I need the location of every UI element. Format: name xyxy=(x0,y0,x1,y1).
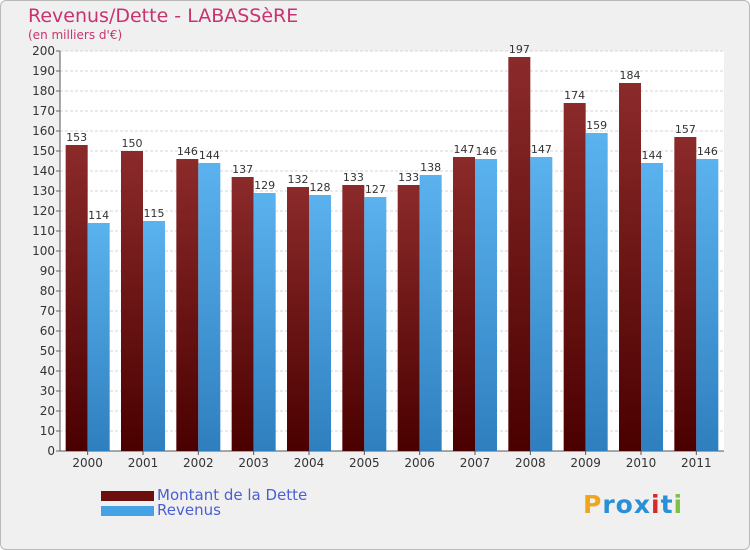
logo-letter: r xyxy=(602,490,616,519)
data-label-revenus: 128 xyxy=(310,181,331,194)
bar-revenus xyxy=(143,221,165,451)
y-tick-label: 130 xyxy=(32,184,55,198)
x-tick-label: 2000 xyxy=(72,456,103,470)
y-tick-label: 90 xyxy=(40,264,55,278)
y-tick-label: 70 xyxy=(40,304,55,318)
y-tick-label: 50 xyxy=(40,344,55,358)
data-label-debt: 137 xyxy=(232,163,253,176)
data-label-revenus: 114 xyxy=(88,209,109,222)
x-tick-label: 2003 xyxy=(238,456,269,470)
bar-debt xyxy=(563,103,586,451)
data-label-debt: 147 xyxy=(454,143,475,156)
y-tick-label: 30 xyxy=(40,384,55,398)
bar-debt xyxy=(176,159,199,451)
x-tick-label: 2009 xyxy=(570,456,601,470)
y-tick-label: 40 xyxy=(40,364,55,378)
x-tick-label: 2007 xyxy=(460,456,491,470)
data-label-revenus: 144 xyxy=(199,149,220,162)
data-label-debt: 132 xyxy=(288,173,309,186)
bar-debt xyxy=(287,187,309,451)
data-label-debt: 146 xyxy=(177,145,198,158)
data-label-revenus: 138 xyxy=(420,161,441,174)
logo-letter: x xyxy=(633,490,651,519)
y-tick-label: 120 xyxy=(32,204,55,218)
y-tick-label: 60 xyxy=(40,324,55,338)
bar-debt xyxy=(342,185,365,451)
data-label-debt: 184 xyxy=(620,69,641,82)
data-label-revenus: 127 xyxy=(365,183,386,196)
bar-revenus xyxy=(309,195,331,451)
bar-revenus xyxy=(419,175,442,451)
data-label-revenus: 146 xyxy=(697,145,718,158)
x-tick-label: 2005 xyxy=(349,456,380,470)
data-label-revenus: 146 xyxy=(476,145,497,158)
legend-swatch-debt xyxy=(101,491,154,501)
logo-letter: o xyxy=(615,490,634,519)
chart-subtitle: (en milliers d'€) xyxy=(28,28,123,42)
data-label-debt: 153 xyxy=(66,131,87,144)
x-tick-label: 2006 xyxy=(404,456,435,470)
y-tick-label: 190 xyxy=(32,64,55,78)
chart-title: Revenus/Dette - LABASSèRE xyxy=(28,5,299,27)
data-label-debt: 133 xyxy=(398,171,419,184)
data-label-debt: 197 xyxy=(509,43,530,56)
x-tick-label: 2002 xyxy=(183,456,214,470)
y-tick-label: 100 xyxy=(32,244,55,258)
bar-revenus xyxy=(641,163,663,451)
data-label-debt: 174 xyxy=(564,89,585,102)
data-label-revenus: 144 xyxy=(642,149,663,162)
legend-label-debt: Montant de la Dette xyxy=(157,486,308,504)
bar-debt xyxy=(231,177,254,451)
bar-revenus xyxy=(253,193,276,451)
bar-revenus xyxy=(696,159,719,451)
y-tick-label: 200 xyxy=(32,44,55,58)
proxiti-logo: Proxiti xyxy=(583,490,683,519)
data-label-revenus: 115 xyxy=(144,207,165,220)
data-label-debt: 133 xyxy=(343,171,364,184)
y-tick-label: 140 xyxy=(32,164,55,178)
legend-swatch-revenus xyxy=(101,506,154,516)
y-tick-label: 170 xyxy=(32,104,55,118)
y-tick-label: 0 xyxy=(47,444,55,458)
x-tick-label: 2001 xyxy=(128,456,159,470)
bar-revenus xyxy=(87,223,110,451)
logo-letter: i xyxy=(651,490,661,519)
data-label-revenus: 129 xyxy=(254,179,275,192)
data-label-debt: 150 xyxy=(122,137,143,150)
bar-debt xyxy=(397,185,420,451)
logo-letter: i xyxy=(673,490,684,519)
bar-debt xyxy=(453,157,475,451)
bar-revenus xyxy=(364,197,387,451)
logo-letter: P xyxy=(583,490,603,519)
x-tick-label: 2010 xyxy=(626,456,657,470)
x-tick-label: 2004 xyxy=(294,456,325,470)
y-tick-label: 150 xyxy=(32,144,55,158)
y-tick-label: 110 xyxy=(32,224,55,238)
data-label-revenus: 147 xyxy=(531,143,552,156)
bar-debt xyxy=(674,137,697,451)
bar-revenus xyxy=(475,159,497,451)
y-tick-label: 160 xyxy=(32,124,55,138)
logo-letter: t xyxy=(660,490,674,519)
bar-revenus xyxy=(198,163,221,451)
data-label-debt: 157 xyxy=(675,123,696,136)
bar-revenus xyxy=(530,157,553,451)
bar-revenus xyxy=(585,133,608,451)
legend-label-revenus: Revenus xyxy=(157,501,221,519)
bar-debt xyxy=(619,83,641,451)
y-tick-label: 180 xyxy=(32,84,55,98)
y-tick-label: 10 xyxy=(40,424,55,438)
data-label-revenus: 159 xyxy=(586,119,607,132)
y-tick-label: 80 xyxy=(40,284,55,298)
bar-debt xyxy=(121,151,143,451)
bar-debt xyxy=(508,57,531,451)
bar-debt xyxy=(65,145,88,451)
x-tick-label: 2008 xyxy=(515,456,546,470)
x-tick-label: 2011 xyxy=(681,456,712,470)
y-tick-label: 20 xyxy=(40,404,55,418)
